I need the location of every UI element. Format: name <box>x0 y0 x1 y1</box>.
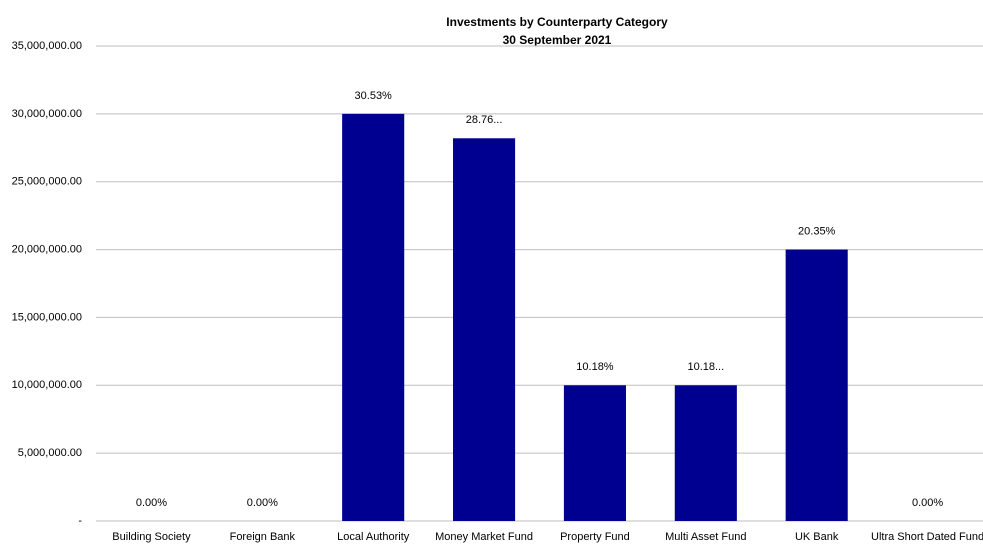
x-tick-label: Property Fund <box>560 531 630 543</box>
data-label: 20.35% <box>798 225 836 237</box>
bar <box>342 113 405 521</box>
y-tick-label: 30,000,000.00 <box>12 108 82 120</box>
data-label: 10.18... <box>687 361 724 373</box>
y-tick-label: 5,000,000.00 <box>18 447 82 459</box>
x-tick-label: Money Market Fund <box>435 531 533 543</box>
chart-title: Investments by Counterparty Category <box>446 15 668 29</box>
y-tick-label: - <box>78 515 82 527</box>
bar <box>563 385 626 521</box>
x-tick-label: UK Bank <box>795 531 839 543</box>
x-tick-label: Building Society <box>112 531 191 543</box>
data-label: 0.00% <box>247 497 278 509</box>
data-label: 30.53% <box>355 90 393 102</box>
x-tick-label: Local Authority <box>337 531 410 543</box>
data-label: 0.00% <box>912 497 943 509</box>
x-tick-label: Multi Asset Fund <box>665 531 746 543</box>
x-tick-label: Ultra Short Dated Fund <box>871 531 983 543</box>
bar <box>453 138 516 522</box>
data-label: 28.76... <box>466 114 503 126</box>
y-tick-label: 35,000,000.00 <box>12 40 82 52</box>
y-tick-label: 25,000,000.00 <box>12 176 82 188</box>
x-tick-label: Foreign Bank <box>230 531 296 543</box>
chart-subtitle: 30 September 2021 <box>503 33 612 47</box>
data-label: 10.18% <box>576 361 614 373</box>
bar <box>785 249 848 522</box>
bar <box>674 385 737 521</box>
y-tick-label: 15,000,000.00 <box>12 311 82 323</box>
y-tick-label: 10,000,000.00 <box>12 379 82 391</box>
data-label: 0.00% <box>136 497 167 509</box>
y-tick-label: 20,000,000.00 <box>12 243 82 255</box>
